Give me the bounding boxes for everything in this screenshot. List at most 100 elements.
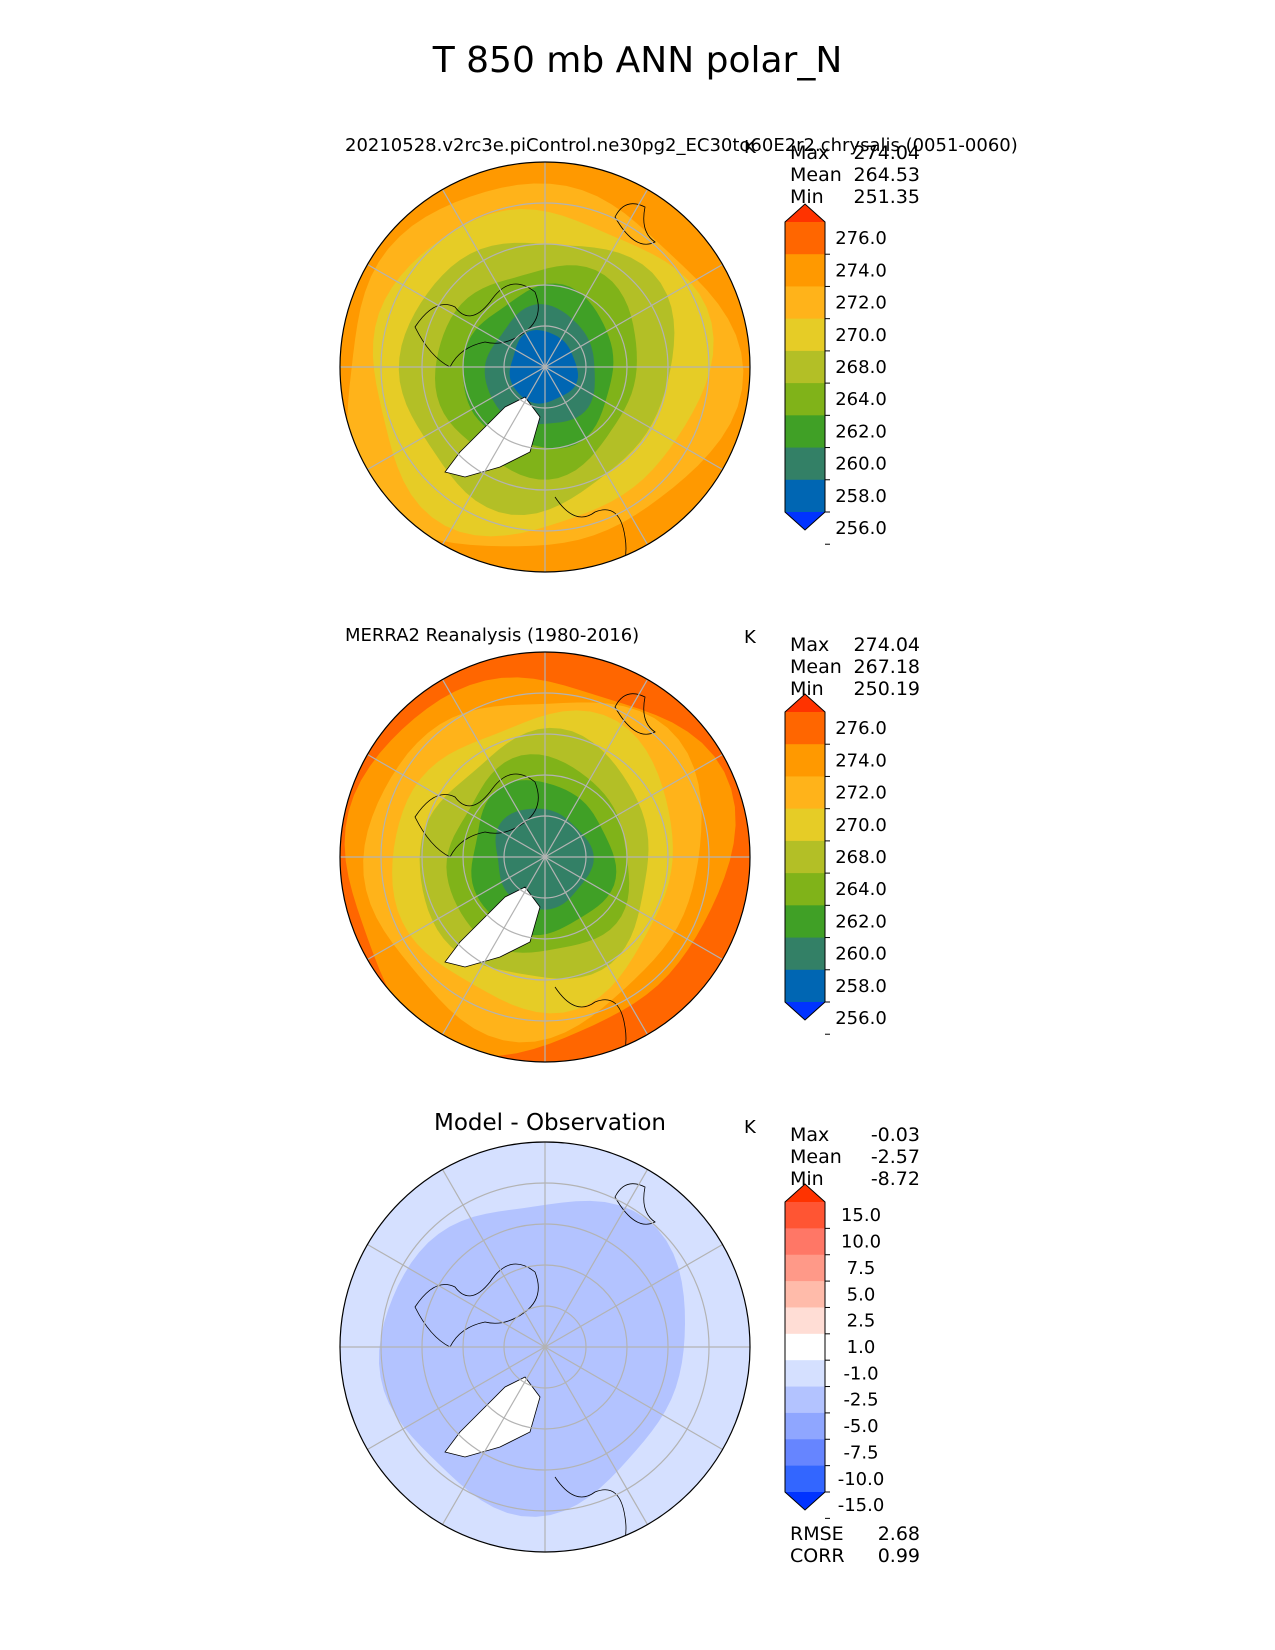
panel-title: MERRA2 Reanalysis (1980-2016) [345,625,640,646]
colorbar-tick-label: 10.0 [841,1232,881,1253]
polar-map: 276.0 274.0 272.0 270.0 268.0 264.0 262.0 260.0… [339,651,887,1063]
graticule [340,1142,750,1552]
colorbar-band [785,286,825,320]
colorbar-band [785,712,825,745]
colorbar-tick-label: -5.0 [843,1416,878,1437]
colorbar-tick-label: 260.0 [835,944,887,965]
corr-value: 0.99 [877,1545,920,1567]
stat-max-label: Max [790,142,830,164]
colorbar-band [785,905,825,939]
colorbar-tick-label: 15.0 [841,1205,881,1226]
colorbar-tick-label: 5.0 [847,1284,876,1305]
colorbar-band [785,1281,825,1308]
colorbar-tick-label: 276.0 [835,228,887,249]
colorbar-band [785,1360,825,1388]
colorbar-band [785,1307,825,1335]
panel-observation: MERRA2 Reanalysis (1980-2016) K Max 274.0… [0,490,1275,1063]
panel-title: 20210528.v2rc3e.piControl.ne30pg2_EC30to… [345,135,1018,156]
colorbar-tick-label: 264.0 [835,389,887,410]
stat-min-value: 250.19 [853,678,920,700]
rmse-value: 2.68 [877,1523,920,1545]
colorbar: 276.0 274.0 272.0 270.0 268.0 264.0 262.0 260.0… [784,203,887,545]
colorbar-tick-label: 258.0 [835,976,887,997]
colorbar-band [785,1254,825,1282]
colorbar-tick-label: 274.0 [835,260,887,281]
colorbar-tick-label: 274.0 [835,750,887,771]
colorbar-extend-top [785,1184,825,1202]
colorbar-tick-label: 7.5 [847,1258,876,1279]
panel-model: 20210528.v2rc3e.piControl.ne30pg2_EC30to… [0,0,1275,573]
colorbar-band [785,1202,825,1229]
graticule [340,652,750,1062]
colorbar-band [785,318,825,352]
corr-label: CORR [790,1545,845,1567]
colorbar-extend-bottom [785,512,825,530]
coastline [614,1183,656,1225]
graticule [340,162,750,572]
colorbar-band [785,254,825,287]
colorbar-tick-label: 262.0 [835,911,887,932]
map-field [340,1142,750,1552]
colorbar-tick-label: 1.0 [847,1337,876,1358]
colorbar-band [785,744,825,777]
stat-mean-label: Mean [790,164,842,186]
stat-min-value: -8.72 [870,1168,920,1190]
stat-max-label: Max [790,634,830,656]
coastline [554,1476,627,1552]
stat-min-label: Min [790,1168,824,1190]
colorbar-tick-label: 270.0 [835,815,887,836]
stats-block: Max 274.04 Mean 264.53 Min 251.35 [790,142,920,208]
colorbar-band [785,350,825,384]
colorbar: 276.0 274.0 272.0 270.0 268.0 264.0 262.0 260.0… [784,693,887,1035]
stat-mean-value: -2.57 [870,1146,920,1168]
colorbar-band [785,808,825,842]
stat-max-value: -0.03 [870,1124,920,1146]
colorbar-band [785,383,825,416]
colorbar-band [785,1228,825,1256]
meridian-line [441,1169,649,1525]
units-label: K [744,137,756,158]
colorbar-band [785,447,825,481]
colorbar: 15.0 10.0 7.5 5.0 2.5 1.0 -1.0 -2.5 -5.0 -7.5 -10.… [784,1183,885,1519]
map-boundary [339,161,751,573]
colorbar-tick-label: 258.0 [835,486,887,507]
rmse-label: RMSE [790,1523,844,1545]
colorbar-band [785,873,825,906]
stats-block: Max 274.04 Mean 267.18 Min 250.19 [790,634,920,700]
colorbar-tick-label: -7.5 [843,1442,878,1463]
coastline [414,283,539,368]
colorbar-band [785,1465,825,1493]
colorbar-tick-label: 256.0 [835,518,887,539]
panel-difference: Model - Observation K Max -0.03 Mean -2.57… [0,980,1275,1567]
colorbar-tick-label: -15.0 [838,1495,885,1516]
colorbar-tick-label: 272.0 [835,293,887,314]
coastline [614,203,656,245]
coastline [554,496,627,572]
meridian-line [441,189,649,545]
stat-mean-value: 267.18 [853,656,920,678]
colorbar-extend-bottom [785,1492,825,1510]
units-label: K [744,1117,756,1138]
colorbar-band [785,776,825,810]
colorbar-band [785,1412,825,1440]
colorbar-tick-label: -10.0 [838,1469,885,1490]
colorbar-band [785,415,825,449]
colorbar-extend-top [785,694,825,712]
colorbar-tick-label: 268.0 [835,847,887,868]
colorbar-band [785,1333,825,1361]
colorbar-band [785,1386,825,1414]
colorbar-tick-label: 2.5 [847,1311,876,1332]
polar-map: 15.0 10.0 7.5 5.0 2.5 1.0 -1.0 -2.5 -5.0 -7.5 -10.… [339,1141,884,1553]
colorbar-band [785,222,825,255]
colorbar-extend-bottom [785,1002,825,1020]
meridian-line [441,679,649,1035]
colorbar-tick-label: 260.0 [835,454,887,475]
units-label: K [744,627,756,648]
figure-title: T 850 mb ANN polar_N [432,40,843,81]
colorbar-band [785,937,825,971]
colorbar-band [785,1439,825,1467]
colorbar-tick-label: 276.0 [835,718,887,739]
coastline [554,986,627,1062]
colorbar-band [785,969,825,1003]
colorbar-tick-label: 270.0 [835,325,887,346]
